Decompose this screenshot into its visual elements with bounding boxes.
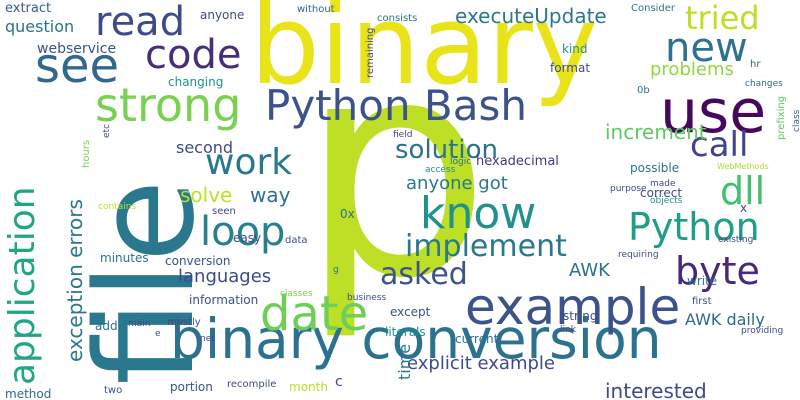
word-portion: portion [170, 381, 213, 393]
word-increment: increment [605, 122, 707, 142]
word-read: read [95, 2, 185, 42]
word-changes: changes [745, 80, 783, 89]
word-changing: changing [168, 76, 223, 88]
word-literals: literals [385, 326, 426, 338]
word-time: time [397, 344, 413, 380]
word-extract: extract [5, 2, 51, 15]
word-add: add [95, 320, 118, 332]
word-tried: tried [685, 2, 760, 34]
word-g: g [333, 266, 339, 275]
word-main: main [128, 320, 151, 329]
word-mostly: mostly [167, 318, 201, 328]
word-information: information [189, 294, 258, 306]
word-kind: kind [562, 43, 588, 55]
word-0x: 0x [340, 208, 355, 220]
word-link: link [560, 326, 576, 335]
word-month: month [289, 381, 328, 393]
word-executeupdate: executeUpdate [455, 6, 607, 26]
word-interested: interested [605, 381, 707, 400]
word-hours: hours [82, 140, 92, 168]
word-anyone: anyone [200, 9, 244, 21]
word-existing: existing [718, 236, 753, 245]
word-explicit-example: explicit example [407, 355, 555, 373]
word-solve: solve [180, 185, 232, 205]
word-easy: easy [233, 232, 261, 244]
word-two: two [104, 386, 122, 396]
word-possible: possible [630, 162, 679, 174]
word-requiring: requiring [618, 251, 659, 260]
word-except: except [390, 306, 430, 318]
word-class: class [793, 110, 800, 132]
word-way: way [250, 185, 290, 205]
word-minutes: minutes [100, 252, 149, 264]
word-without: without [297, 5, 335, 15]
word-recompile: recompile [227, 380, 276, 390]
word-e: e [155, 330, 161, 339]
word-second: second [176, 140, 233, 156]
word-method: method [5, 388, 51, 400]
word-write: write [687, 275, 717, 287]
word-asked: asked [380, 260, 468, 290]
word-consists: consists [377, 14, 417, 24]
word-application: application [5, 186, 41, 385]
word-problems: problems [650, 61, 734, 79]
word-made: made [650, 180, 676, 189]
word-classes: classes [280, 290, 313, 299]
word-prefixing: prefixing [777, 96, 787, 140]
word-purpose: purpose [610, 185, 647, 194]
word-first: first [692, 297, 712, 307]
word-conversion: conversion [165, 255, 231, 267]
word-providing: providing [741, 327, 783, 336]
word-webmethods: WebMethods [717, 163, 769, 171]
word-0b: 0b [637, 86, 650, 96]
word-seen: seen [212, 207, 236, 217]
word-data: data [285, 236, 308, 246]
word-string: string [563, 310, 597, 322]
word-webservice: webservice [37, 42, 116, 56]
word-c: c [335, 375, 343, 389]
word-awk: AWK [569, 262, 610, 280]
word-access: access [425, 166, 455, 175]
word-x: x [740, 202, 747, 214]
word-current: current [455, 333, 498, 345]
word-python-bash: Python Bash [265, 85, 527, 127]
word-net: net [200, 335, 215, 344]
word-exception-errors: exception errors [65, 199, 85, 362]
word-question: question [5, 19, 74, 35]
word-format: format [550, 62, 590, 74]
word-languages: languages [178, 268, 271, 286]
word-remaining: remaining [366, 28, 376, 79]
word-field: field [393, 131, 412, 140]
word-consider: Consider [631, 4, 675, 14]
word-objects: objects [650, 197, 682, 206]
word-hexadecimal: hexadecimal [476, 155, 559, 168]
word-anyone-got: anyone got [406, 175, 508, 193]
word-hr: hr [750, 60, 760, 70]
word-etc: etc [103, 124, 112, 138]
word-contains: contains [98, 203, 136, 212]
word-business: business [347, 294, 386, 303]
